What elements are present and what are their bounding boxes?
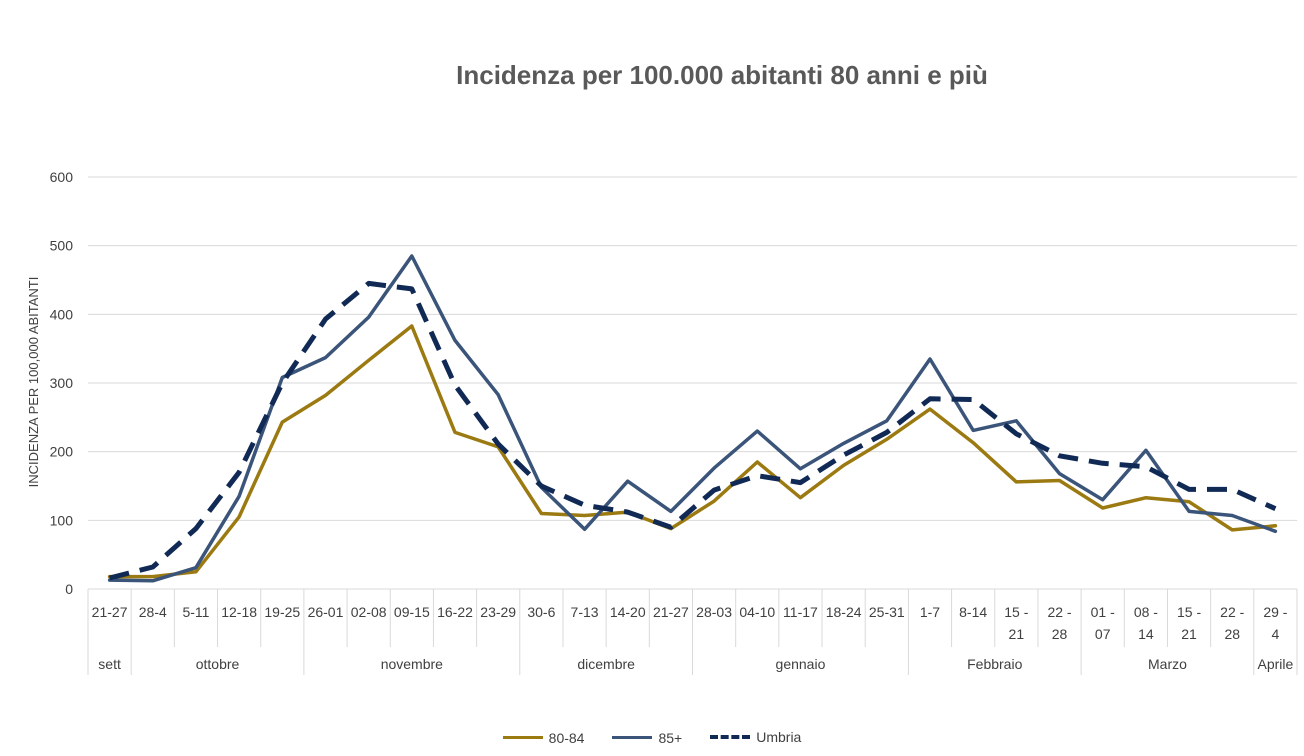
legend-label: Umbria [756,729,802,745]
y-axis-ticks: 0 100 200 300 400 500 600 [50,169,74,597]
month-label: gennaio [776,656,826,672]
x-tick-label: 11-17 [783,604,818,620]
legend-swatch [710,735,751,739]
x-tick-label: 16-22 [437,604,473,620]
x-tick-label: 04-10 [739,604,775,620]
series-line-85- [107,254,1278,583]
x-tick-label: 25-31 [869,604,905,620]
y-tick-label: 400 [50,306,74,322]
x-tick-label: 21-27 [92,604,128,620]
legend-swatch [502,736,543,739]
x-tick-label: 15 -21 [1177,604,1201,642]
x-tick-label: 22 -28 [1047,604,1071,642]
x-tick-label: 18-24 [826,604,862,620]
x-tick-label: 23-29 [480,604,516,620]
x-tick-label: 19-25 [264,604,300,620]
legend-swatch [612,736,653,739]
month-label: dicembre [577,656,635,672]
x-tick-label: 15 -21 [1004,604,1028,642]
x-tick-label: 8-14 [959,604,987,620]
x-tick-label: 28-03 [696,604,732,620]
y-tick-label: 0 [65,581,73,597]
series-lines [107,254,1278,583]
y-tick-label: 600 [50,169,74,185]
legend-label: 85+ [658,729,683,746]
month-label: novembre [381,656,443,672]
x-tick-label: 22 -28 [1220,604,1244,642]
x-tick-label: 01 -07 [1091,604,1115,642]
x-tick-label: 5-11 [182,604,209,620]
month-label: sett [98,656,121,672]
y-tick-label: 200 [50,444,74,460]
x-axis-categories: 21-27 28-4 5-11 12-18 19-25 26-01 02-08 09-15 16… [92,604,1288,642]
month-label: Marzo [1148,656,1187,672]
series-line-80-84 [107,324,1278,579]
month-label: ottobre [196,656,240,672]
legend-label: 80-84 [548,729,585,746]
x-tick-label: 12-18 [221,604,257,620]
legend-item: 80-84 [502,729,585,746]
legend-item: Umbria [710,729,801,745]
y-axis-label: INCIDENZA PER 100,000 ABITANTI [26,277,41,488]
x-tick-label: 14-20 [610,604,646,620]
x-axis-months: sett ottobre novembre dicembre gennaio Febbra… [87,589,1298,675]
legend: 80-84 85+ Umbria [0,726,1304,746]
x-tick-label: 28-4 [139,604,167,620]
x-tick-label: 7-13 [571,604,599,620]
line-chart: 0 100 200 300 400 500 600 INCIDENZA PER 100,00… [26,169,1298,675]
y-tick-label: 300 [50,375,74,391]
series-line-umbria [108,280,1277,581]
x-tick-label: 30-6 [527,604,555,620]
month-label: Febbraio [967,656,1022,672]
x-tick-label: 02-08 [351,604,387,620]
x-tick-label: 29 -4 [1263,604,1287,642]
x-tick-label: 21-27 [653,604,689,620]
chart-title: Incidenza per 100.000 abitanti 80 anni e… [456,60,988,90]
x-tick-label: 09-15 [394,604,430,620]
y-tick-label: 500 [50,238,74,254]
x-tick-label: 08 -14 [1134,604,1158,642]
x-tick-label: 26-01 [308,604,344,620]
legend-item: 85+ [612,730,682,746]
month-label: Aprile [1258,656,1294,672]
x-tick-label: 1-7 [920,604,940,620]
y-tick-label: 100 [50,512,74,528]
gridlines [88,176,1297,590]
